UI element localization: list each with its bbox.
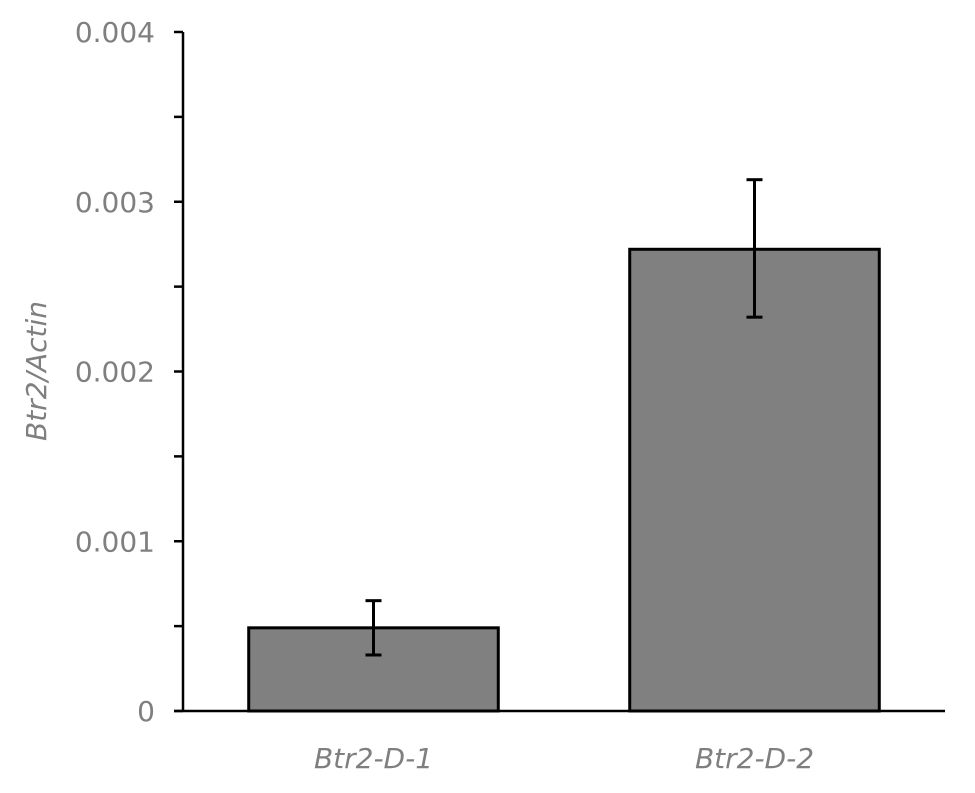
y-tick-label: 0.001	[75, 525, 155, 558]
axes	[174, 30, 185, 713]
y-tick-label: 0.002	[75, 356, 155, 389]
y-axis-title: Btr2/Actin	[20, 301, 53, 441]
bar-btr2-d-2	[628, 247, 881, 713]
error-bars	[365, 178, 763, 657]
y-tick-label: 0.004	[75, 16, 155, 49]
y-tick-label: 0.003	[75, 186, 155, 219]
bars	[247, 247, 881, 713]
y-tick-label: 0	[137, 695, 155, 728]
error-bar-btr2-d-1	[365, 599, 382, 657]
labels: 0 0.001 0.002 0.003 0.004 Btr2-D-1 Btr2-D-2	[75, 16, 814, 775]
error-bar-btr2-d-2	[746, 178, 763, 319]
x-category-label: Btr2-D-2	[695, 742, 814, 775]
x-category-label: Btr2-D-1	[314, 742, 433, 775]
